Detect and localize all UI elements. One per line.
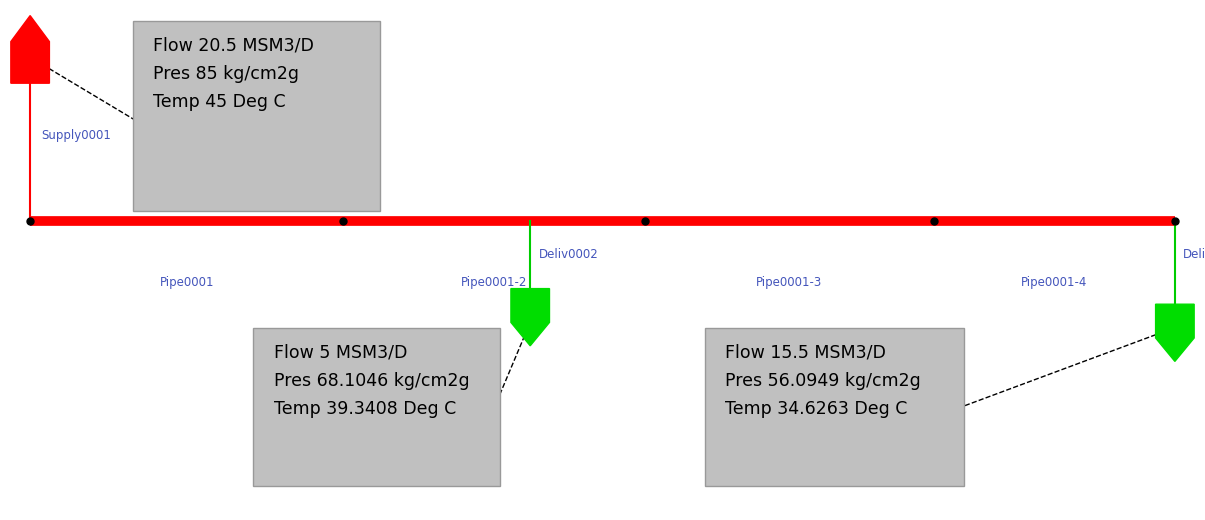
- FancyBboxPatch shape: [253, 328, 500, 486]
- Text: Flow 5 MSM3/D
Pres 68.1046 kg/cm2g
Temp 39.3408 Deg C: Flow 5 MSM3/D Pres 68.1046 kg/cm2g Temp …: [274, 343, 469, 418]
- Text: Deliv0001: Deliv0001: [1183, 249, 1205, 261]
- Text: Pipe0001-2: Pipe0001-2: [460, 276, 528, 289]
- Text: Flow 20.5 MSM3/D
Pres 85 kg/cm2g
Temp 45 Deg C: Flow 20.5 MSM3/D Pres 85 kg/cm2g Temp 45…: [153, 36, 315, 111]
- Polygon shape: [511, 289, 549, 346]
- Text: Pipe0001-3: Pipe0001-3: [757, 276, 822, 289]
- Polygon shape: [1156, 304, 1194, 361]
- Text: Flow 15.5 MSM3/D
Pres 56.0949 kg/cm2g
Temp 34.6263 Deg C: Flow 15.5 MSM3/D Pres 56.0949 kg/cm2g Te…: [725, 343, 921, 418]
- Text: Supply0001: Supply0001: [41, 128, 111, 141]
- FancyBboxPatch shape: [133, 21, 380, 211]
- FancyBboxPatch shape: [705, 328, 964, 486]
- Text: Pipe0001: Pipe0001: [159, 276, 214, 289]
- Text: Deliv0002: Deliv0002: [539, 249, 599, 261]
- Text: Pipe0001-4: Pipe0001-4: [1021, 276, 1088, 289]
- Polygon shape: [11, 16, 49, 83]
